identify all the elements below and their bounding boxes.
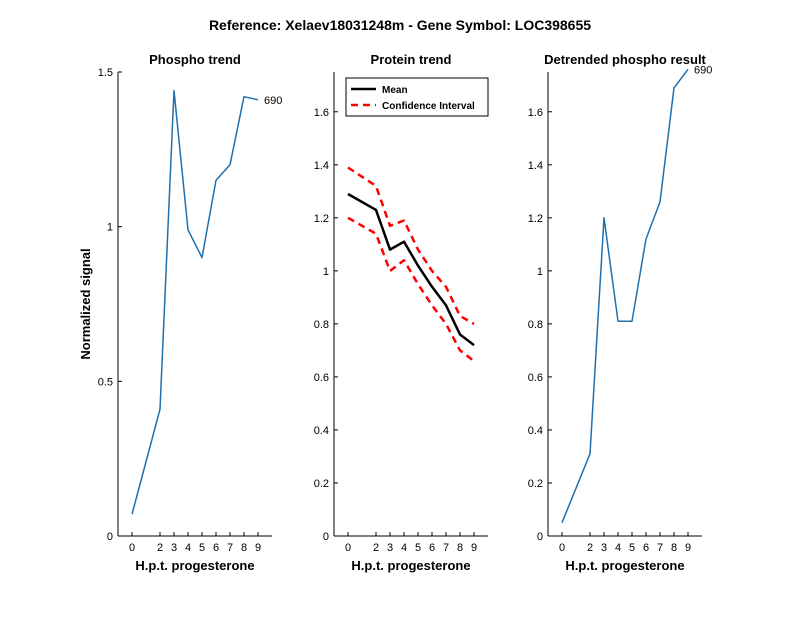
series-line-mean bbox=[347, 192, 475, 347]
y-tick-label: 0.2 bbox=[528, 478, 543, 490]
x-tick-label: 5 bbox=[415, 542, 421, 554]
y-tick-label: 0 bbox=[323, 531, 329, 543]
panel-title: Phospho trend bbox=[149, 52, 241, 67]
y-tick-label: 1.4 bbox=[314, 160, 329, 172]
y-tick-label: 0.4 bbox=[528, 425, 543, 437]
x-tick-label: 4 bbox=[185, 542, 191, 554]
x-tick-label: 3 bbox=[387, 542, 393, 554]
x-axis-label: H.p.t. progesterone bbox=[565, 558, 684, 573]
y-tick-label: 1 bbox=[537, 266, 543, 278]
y-tick-label: 0.5 bbox=[98, 376, 113, 388]
x-tick-label: 6 bbox=[429, 542, 435, 554]
x-tick-label: 7 bbox=[227, 542, 233, 554]
series-line-detrended bbox=[561, 68, 689, 523]
x-tick-label: 6 bbox=[643, 542, 649, 554]
series-line-confidence-interval-lower bbox=[347, 216, 475, 362]
x-tick-label: 2 bbox=[587, 542, 593, 554]
x-tick-label: 0 bbox=[345, 542, 351, 554]
x-tick-label: 3 bbox=[171, 542, 177, 554]
panel-1: 0 0.5 1 1.5 0 2 3 4 5 6 7 8 9 Phospho trend H.p.t. pro… bbox=[78, 52, 282, 573]
legend-label: Mean bbox=[382, 85, 408, 96]
legend: Mean Confidence Interval bbox=[345, 77, 489, 117]
y-tick-label: 0.2 bbox=[314, 478, 329, 490]
y-axis-label: Normalized signal bbox=[78, 248, 93, 359]
x-tick-label: 7 bbox=[443, 542, 449, 554]
y-tick-label: 1.2 bbox=[314, 213, 329, 225]
x-tick-label: 0 bbox=[559, 542, 565, 554]
y-tick-label: 0.4 bbox=[314, 425, 329, 437]
x-tick-label: 6 bbox=[213, 542, 219, 554]
x-tick-label: 5 bbox=[199, 542, 205, 554]
y-tick-label: 1 bbox=[107, 222, 113, 234]
panel-title: Protein trend bbox=[371, 52, 452, 67]
y-tick-label: 0 bbox=[537, 531, 543, 543]
panel-3: 0 0.2 0.4 0.6 0.8 1 1.2 1.4 1.6 0 2 3 4 5 6 7 8 9 Detrende… bbox=[528, 52, 713, 573]
x-tick-label: 9 bbox=[255, 542, 261, 554]
y-tick-label: 0.6 bbox=[314, 372, 329, 384]
x-tick-label: 2 bbox=[157, 542, 163, 554]
x-axis-label: H.p.t. progesterone bbox=[135, 558, 254, 573]
figure-title: Reference: Xelaev18031248m - Gene Symbol… bbox=[209, 17, 591, 33]
x-tick-label: 4 bbox=[615, 542, 621, 554]
x-tick-label: 2 bbox=[373, 542, 379, 554]
x-tick-label: 7 bbox=[657, 542, 663, 554]
legend-label: Confidence Interval bbox=[382, 101, 475, 112]
point-annotation: 690 bbox=[694, 64, 712, 76]
x-tick-label: 9 bbox=[471, 542, 477, 554]
panel-2: 0 0.2 0.4 0.6 0.8 1 1.2 1.4 1.6 0 2 3 4 5 6 7 8 9 Protein … bbox=[314, 52, 489, 573]
x-tick-label: 3 bbox=[601, 542, 607, 554]
series-line-phospho bbox=[131, 89, 259, 515]
x-tick-label: 8 bbox=[671, 542, 677, 554]
legend-box bbox=[345, 77, 489, 117]
x-tick-label: 4 bbox=[401, 542, 407, 554]
y-tick-label: 1.6 bbox=[314, 107, 329, 119]
point-annotation: 690 bbox=[264, 95, 282, 107]
series-line-confidence-interval bbox=[347, 166, 475, 325]
y-tick-label: 0 bbox=[107, 531, 113, 543]
y-tick-label: 0.8 bbox=[314, 319, 329, 331]
y-tick-label: 0.6 bbox=[528, 372, 543, 384]
y-tick-label: 0.8 bbox=[528, 319, 543, 331]
y-tick-label: 1.2 bbox=[528, 213, 543, 225]
y-tick-label: 1.5 bbox=[98, 67, 113, 79]
x-tick-label: 0 bbox=[129, 542, 135, 554]
x-tick-label: 8 bbox=[241, 542, 247, 554]
y-tick-label: 1.6 bbox=[528, 107, 543, 119]
y-tick-label: 1.4 bbox=[528, 160, 543, 172]
x-tick-label: 8 bbox=[457, 542, 463, 554]
x-tick-label: 5 bbox=[629, 542, 635, 554]
y-tick-label: 1 bbox=[323, 266, 329, 278]
x-tick-label: 9 bbox=[685, 542, 691, 554]
x-axis-label: H.p.t. progesterone bbox=[351, 558, 470, 573]
panel-title: Detrended phospho result bbox=[544, 52, 706, 67]
